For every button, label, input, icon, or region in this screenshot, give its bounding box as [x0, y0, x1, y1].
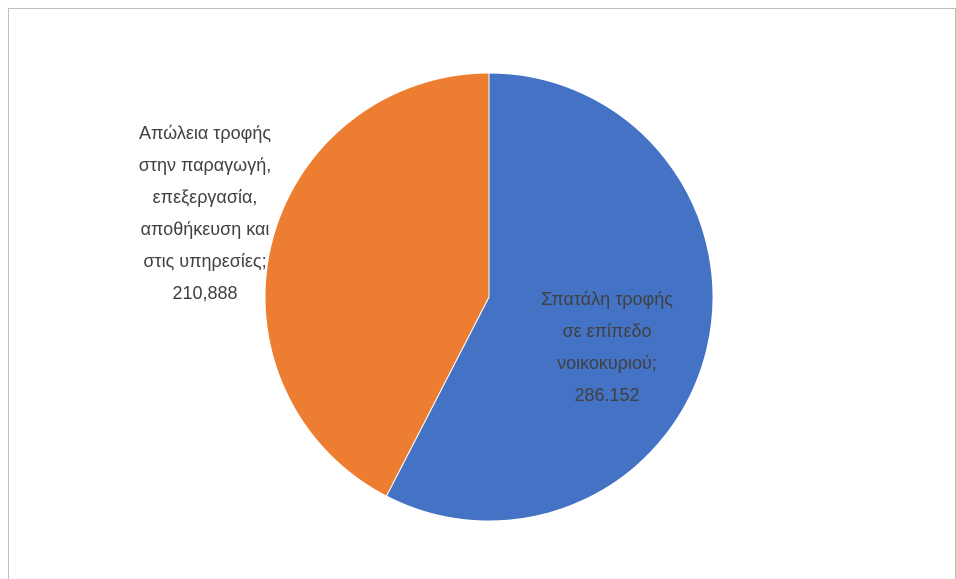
category-label: Απώλεια τροφής στην παραγωγή, επεξεργασί… — [138, 123, 272, 271]
pie-slice — [264, 72, 490, 497]
separator: ; — [261, 251, 267, 271]
pie-slice — [385, 72, 714, 522]
value-label: 210,888 — [172, 283, 238, 303]
value-label: 286.152 — [574, 385, 640, 405]
data-label: Απώλεια τροφής στην παραγωγή, επεξεργασί… — [125, 117, 285, 309]
category-label: Σπατάλη τροφής σε επίπεδο νοικοκυριού — [541, 289, 673, 373]
separator: ; — [651, 353, 657, 373]
data-label: Σπατάλη τροφής σε επίπεδο νοικοκυριού; 28… — [532, 283, 682, 411]
